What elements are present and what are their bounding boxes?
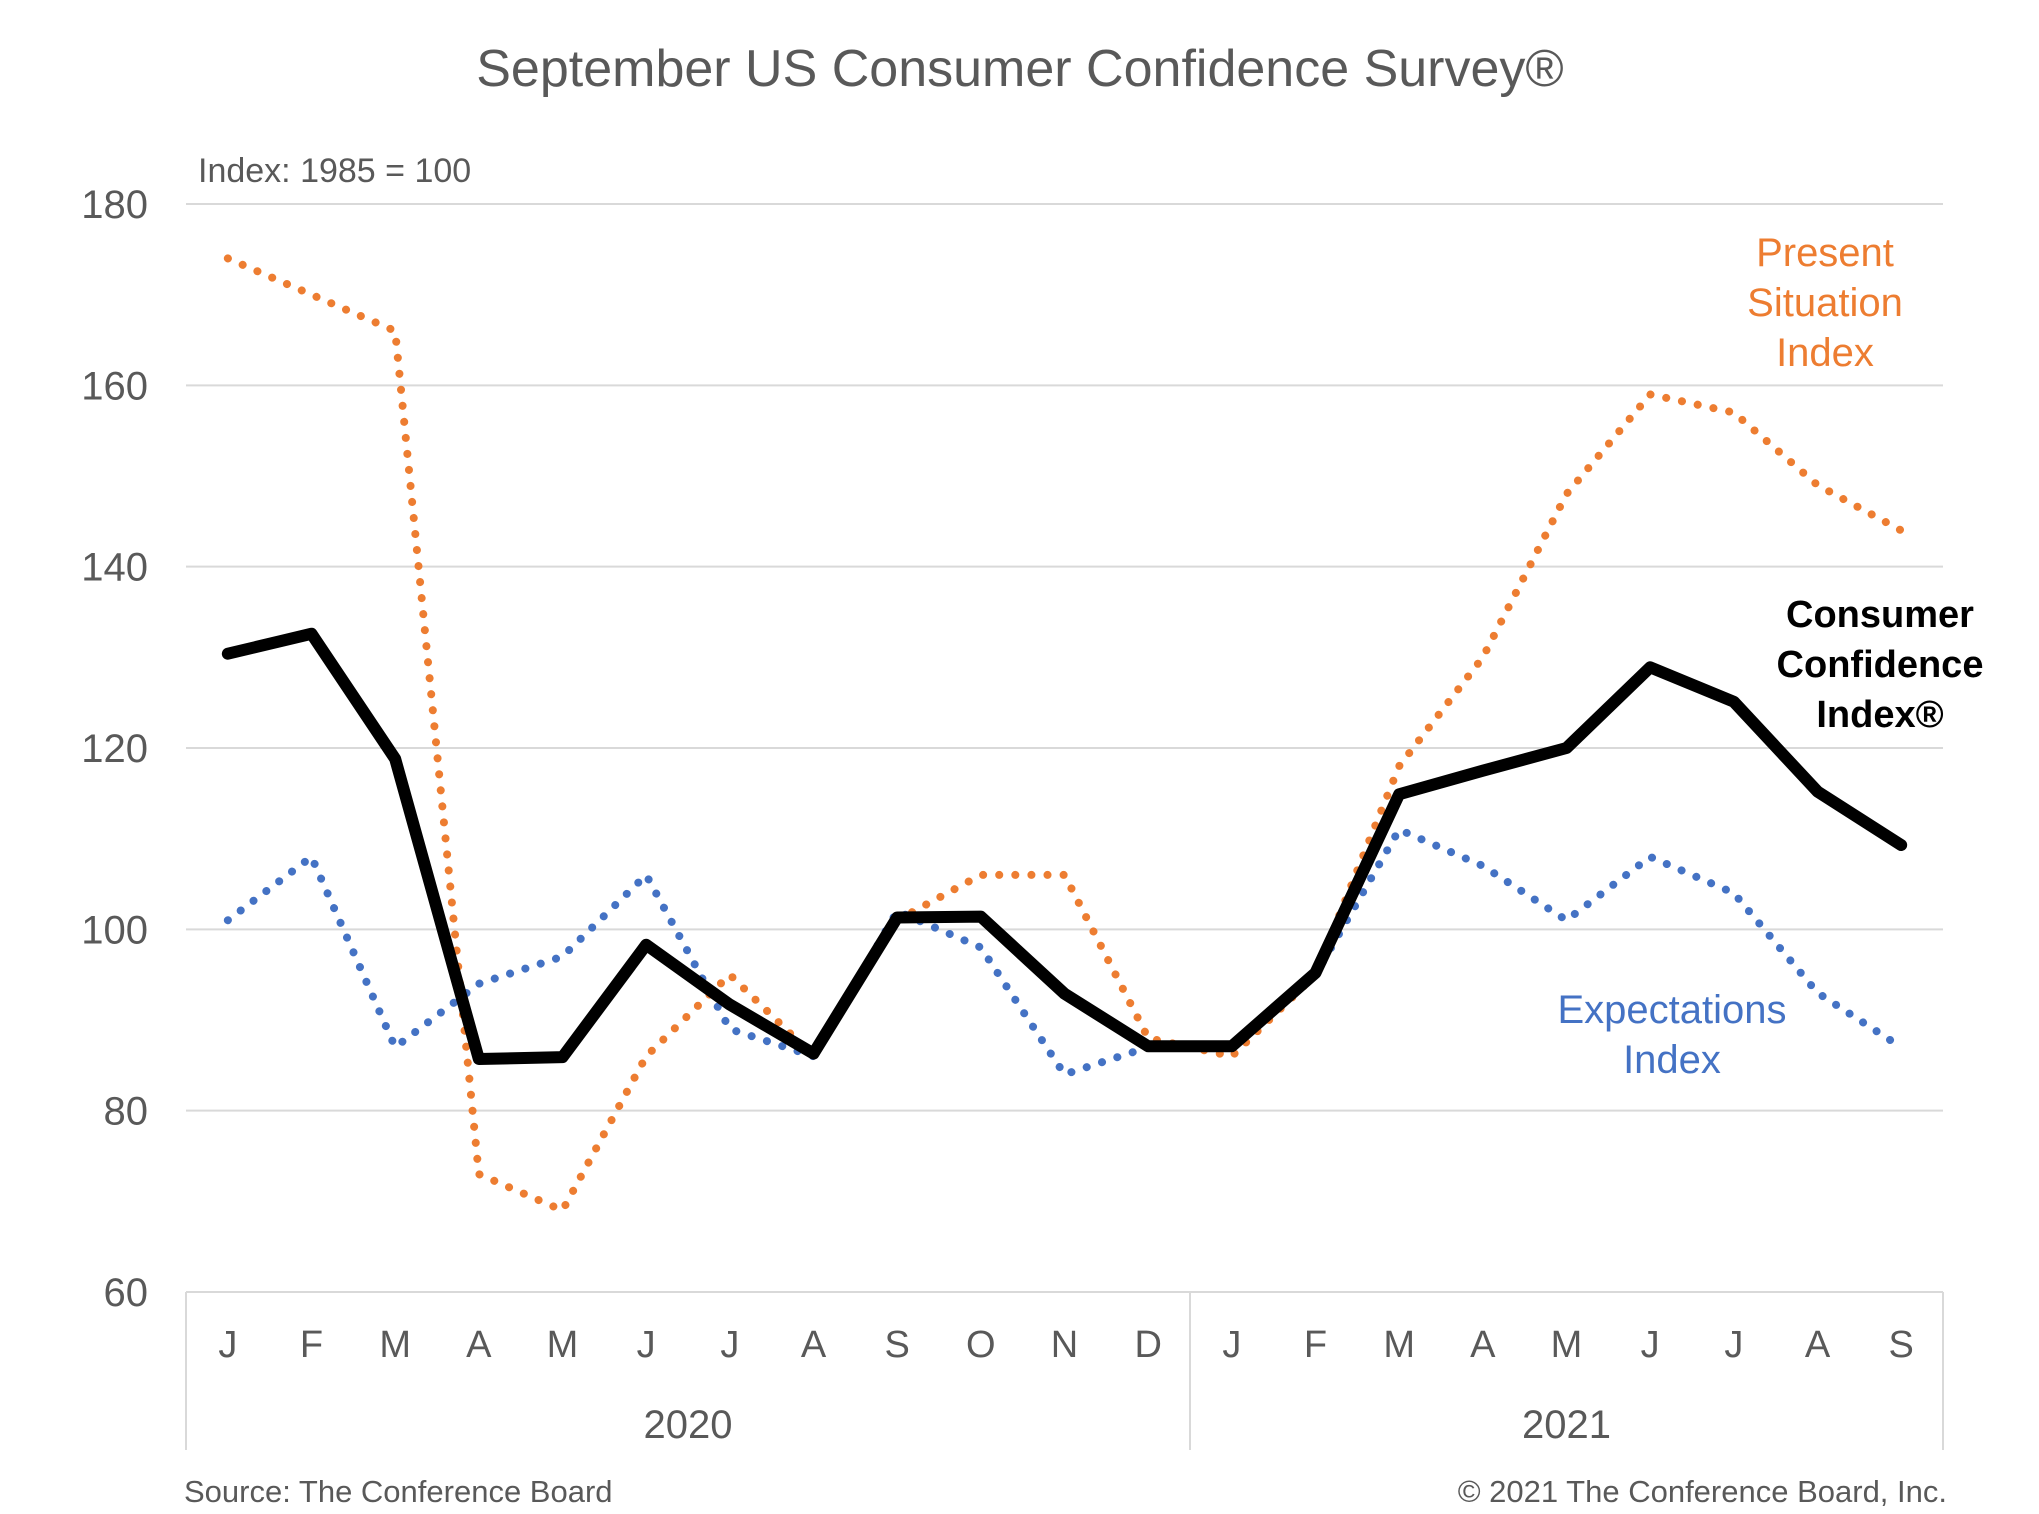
x-tick-label: J (720, 1324, 739, 1366)
expectations-label-line: Expectations (1557, 988, 1786, 1032)
present-situation-line (223, 254, 1906, 1215)
x-tick-label: N (1051, 1324, 1078, 1366)
x-tick-label: J (1641, 1324, 1660, 1366)
present-situation-label-line: Present (1756, 231, 1894, 275)
x-tick-label: J (1724, 1324, 1743, 1366)
expectations-point (1398, 829, 1400, 831)
x-tick-label: J (637, 1324, 656, 1366)
consumer-confidence-label-line: Consumer (1786, 594, 1974, 636)
x-tick-label: J (218, 1324, 237, 1366)
expectations-point (1064, 1073, 1066, 1075)
expectations-point (1817, 992, 1819, 994)
consumer-confidence-series (221, 627, 1908, 1065)
expectations-point (394, 1046, 396, 1048)
expectations-point (1733, 892, 1735, 894)
x-tick-label: M (379, 1324, 411, 1366)
present-situation-point (645, 1055, 647, 1057)
x-tick-label: M (1551, 1324, 1583, 1366)
x-tick-label: S (1888, 1324, 1913, 1366)
expectations-point (311, 856, 313, 858)
year-label: 2021 (1522, 1403, 1611, 1447)
grid-layer (186, 203, 1943, 1293)
x-tick-label: A (1805, 1324, 1831, 1366)
index-note: Index: 1985 = 100 (198, 152, 471, 190)
expectations-point (645, 874, 647, 876)
present-situation-point (1482, 656, 1484, 658)
present-situation-point (562, 1209, 564, 1211)
copyright-note: © 2021 The Conference Board, Inc. (1458, 1474, 1947, 1509)
present-situation-point (311, 294, 313, 296)
consumer-confidence-label: Consumer Confidence Index® (1777, 594, 1984, 736)
year-label: 2020 (644, 1403, 733, 1447)
x-tick-label: A (1470, 1324, 1496, 1366)
expectations-point (562, 956, 564, 958)
y-tick-label: 160 (81, 364, 148, 408)
present-situation-label-line: Index (1776, 331, 1874, 375)
y-axis: 60 80 100 120 140 160 180 (81, 183, 148, 1315)
expectations-point (729, 1028, 731, 1030)
present-situation-point (394, 330, 396, 332)
x-tick-label: D (1134, 1324, 1161, 1366)
x-tick-label: A (466, 1324, 492, 1366)
y-tick-label: 180 (81, 183, 148, 227)
source-note: Source: The Conference Board (184, 1474, 613, 1509)
x-tick-label: O (966, 1324, 996, 1366)
series-layer (221, 254, 1908, 1215)
x-tick-label: S (884, 1324, 909, 1366)
expectations-label-line: Index (1623, 1038, 1721, 1082)
expectations-point (1900, 1046, 1902, 1048)
expectations-series (223, 825, 1906, 1079)
y-tick-label: 60 (104, 1271, 149, 1315)
present-situation-label-line: Situation (1747, 281, 1903, 325)
y-tick-label: 80 (104, 1090, 149, 1134)
y-tick-label: 120 (81, 727, 148, 771)
x-axis: J F M A M J J A S O N D J F M A M J J A S 2020 2021 (185, 1292, 1944, 1450)
y-tick-label: 100 (81, 908, 148, 952)
consumer-confidence-label-line: Index® (1816, 694, 1943, 736)
consumer-confidence-line (221, 627, 1908, 1065)
x-tick-label: A (801, 1324, 827, 1366)
series-labels: Present Situation Index Consumer Confidence I… (1557, 231, 1983, 1082)
x-tick-label: F (1304, 1324, 1327, 1366)
expectations-point (1566, 919, 1568, 921)
expectations-line (223, 825, 1906, 1079)
x-tick-label: J (1222, 1324, 1241, 1366)
x-tick-label: M (547, 1324, 579, 1366)
expectations-label: Expectations Index (1557, 988, 1786, 1082)
y-tick-label: 140 (81, 546, 148, 590)
present-situation-label: Present Situation Index (1747, 231, 1903, 375)
present-situation-series (223, 254, 1906, 1215)
chart-title: September US Consumer Confidence Survey® (476, 40, 1563, 98)
x-tick-label: M (1383, 1324, 1415, 1366)
x-tick-label: F (300, 1324, 323, 1366)
consumer-confidence-label-line: Confidence (1777, 644, 1984, 686)
